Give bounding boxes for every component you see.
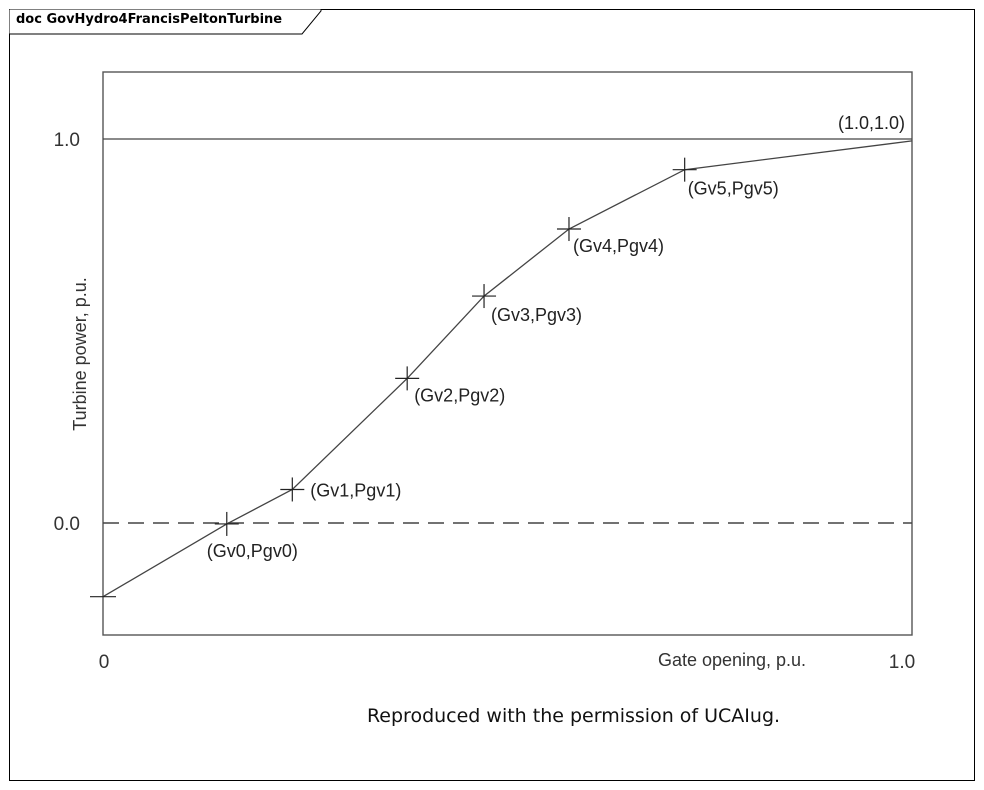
x-axis-label: Gate opening, p.u. <box>658 650 806 670</box>
point-label-6: (Gv5,Pgv5) <box>688 179 779 199</box>
x-tick-label-1: 1.0 <box>889 652 915 673</box>
point-label-5: (Gv4,Pgv4) <box>573 236 664 256</box>
credit-note: Reproduced with the permission of UCAIug… <box>366 705 781 727</box>
diagram-frame <box>9 9 975 781</box>
plot-area <box>102 71 913 636</box>
series-layer: (Gv0,Pgv0) (Gv1,Pgv1) (Gv2,Pgv2) (Gv3,Pgv3)… <box>90 113 913 598</box>
diagram-title-tab <box>9 9 322 35</box>
data-point-1 <box>214 511 239 536</box>
y-axis-label: Turbine power, p.u. <box>70 277 90 430</box>
data-point-5 <box>556 217 581 242</box>
point-label-4: (Gv3,Pgv3) <box>491 305 582 325</box>
x-tick-label-0: 0 <box>99 652 110 673</box>
y-tick-label-1: 1.0 <box>54 130 80 151</box>
data-point-2 <box>280 477 305 502</box>
point-label-3: (Gv2,Pgv2) <box>414 385 505 405</box>
data-point-6 <box>672 157 697 182</box>
series-line <box>102 140 913 598</box>
point-label-2: (Gv1,Pgv1) <box>310 481 401 501</box>
y-tick-label-0: 0.0 <box>54 514 80 535</box>
data-point-4 <box>472 284 497 309</box>
diagram-title: doc GovHydro4FrancisPeltonTurbine <box>16 12 283 27</box>
point-label-7: (1.0,1.0) <box>838 113 905 133</box>
data-point-3 <box>395 366 420 391</box>
point-label-1: (Gv0,Pgv0) <box>207 541 298 561</box>
